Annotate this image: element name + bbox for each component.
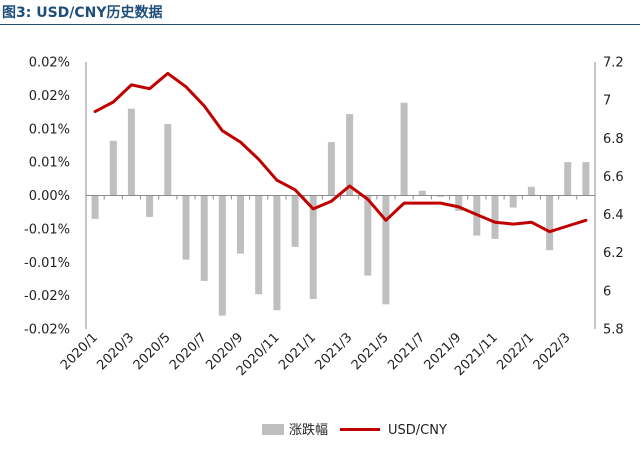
y-right-tick-label: 6.4 xyxy=(603,208,624,223)
y-left-tick-label: 0.02% xyxy=(29,89,70,104)
y-left-tick-label: 0.01% xyxy=(29,122,70,137)
bar xyxy=(382,195,390,305)
bar xyxy=(455,195,463,211)
y-left-tick-label: 0.00% xyxy=(29,189,70,204)
x-tick-label: 2021/7 xyxy=(385,330,428,373)
y-right-tick-label: 6.2 xyxy=(603,246,624,261)
bar xyxy=(109,140,117,196)
bar xyxy=(255,195,263,295)
legend-bar-swatch xyxy=(262,424,284,435)
bar xyxy=(364,195,372,276)
bar xyxy=(418,190,426,196)
bar xyxy=(509,195,517,208)
y-left-tick-label: -0.01% xyxy=(24,222,70,237)
bar xyxy=(437,195,444,197)
bar xyxy=(273,195,281,311)
y-right-tick-label: 5.8 xyxy=(603,323,624,338)
y-right-tick-label: 6 xyxy=(603,284,611,299)
figure-title: 图3: USD/CNY历史数据 xyxy=(2,5,163,21)
title-divider xyxy=(0,24,640,25)
tick-labels-layer: 0.02% 0.02% 0.01% 0.01% 0.00% -0.01% -0.01% -0.… xyxy=(24,56,624,380)
y-left-tick-label: 0.02% xyxy=(29,56,70,71)
legend: 涨跌幅 USD/CNY xyxy=(262,422,447,438)
bar xyxy=(164,124,172,196)
bar xyxy=(546,195,554,251)
bar xyxy=(200,195,208,281)
bar xyxy=(582,162,590,196)
bar xyxy=(564,162,572,196)
bar-series-layer xyxy=(91,102,590,316)
x-tick-label: 2022/1 xyxy=(494,330,537,373)
bar xyxy=(127,108,135,196)
bar xyxy=(237,195,244,254)
y-left-tick-label: -0.02% xyxy=(24,289,70,304)
bar xyxy=(400,102,408,196)
x-tick-label: 2020/3 xyxy=(94,330,137,373)
bar xyxy=(146,195,154,217)
y-left-tick-label: -0.01% xyxy=(24,256,70,271)
bar xyxy=(91,195,99,219)
bar xyxy=(291,195,299,247)
y-right-tick-label: 7 xyxy=(603,94,611,109)
bar xyxy=(309,195,317,299)
x-tick-label: 2021/1 xyxy=(276,330,319,373)
x-tick-label: 2022/3 xyxy=(531,330,574,373)
y-right-tick-label: 6.8 xyxy=(603,132,624,147)
bar xyxy=(491,195,499,239)
legend-bar-label: 涨跌幅 xyxy=(289,422,328,438)
y-left-tick-label: -0.02% xyxy=(24,323,70,338)
y-left-tick-label: 0.01% xyxy=(29,156,70,171)
x-tick-label: 2021/5 xyxy=(349,330,392,373)
bar xyxy=(218,195,226,316)
legend-line-label: USD/CNY xyxy=(388,423,447,438)
x-tick-label: 2020/7 xyxy=(167,330,210,373)
bar xyxy=(327,142,335,196)
y-right-tick-label: 7.2 xyxy=(603,56,624,71)
line-series-layer xyxy=(93,71,588,234)
bar xyxy=(346,114,354,196)
x-tick-label: 2021/3 xyxy=(312,330,355,373)
y-right-tick-label: 6.6 xyxy=(603,170,624,185)
usd-cny-line xyxy=(93,71,588,234)
bar xyxy=(527,186,535,196)
bar xyxy=(182,195,190,260)
x-tick-label: 2020/5 xyxy=(131,330,174,373)
